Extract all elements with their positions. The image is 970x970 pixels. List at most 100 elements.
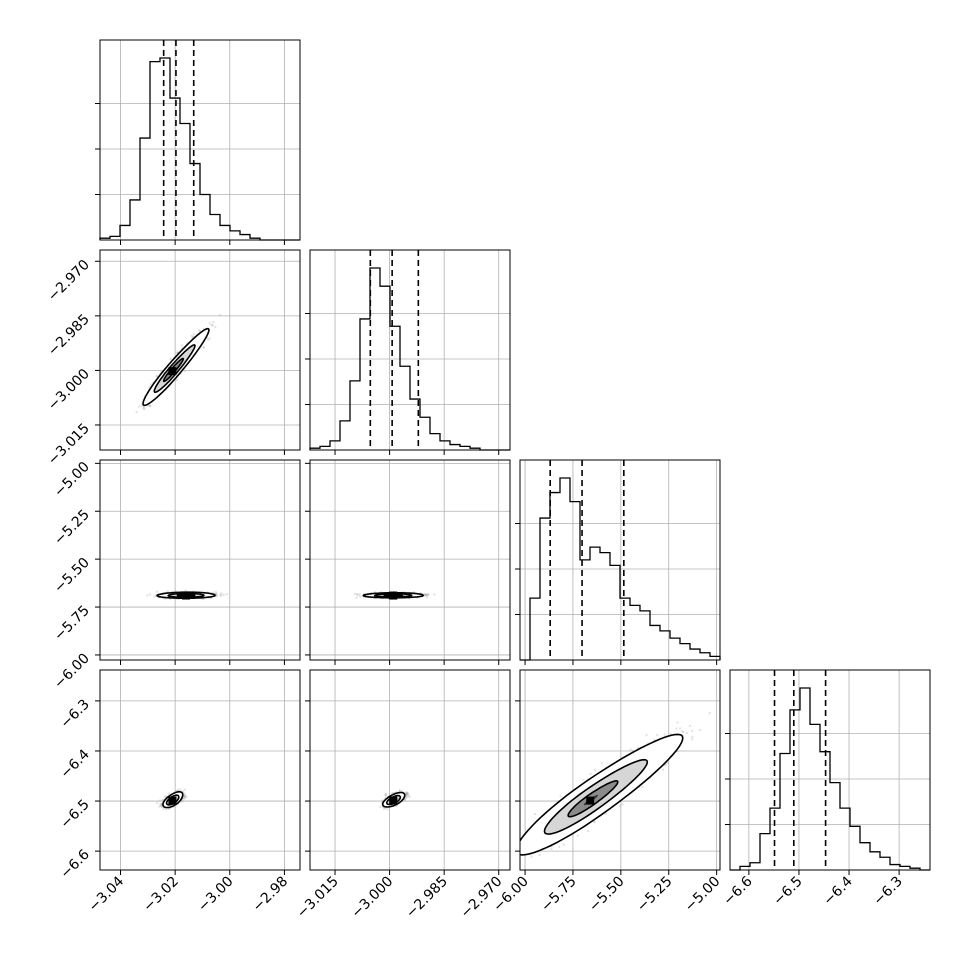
scatter-point — [180, 344, 183, 347]
scatter-point — [175, 378, 179, 382]
panel-background — [520, 460, 720, 660]
panel-background — [310, 250, 510, 450]
scatter-point — [183, 797, 186, 800]
scatter-point — [142, 406, 145, 410]
scatter-panel-1-2 — [99, 249, 301, 451]
scatter-point — [225, 593, 229, 596]
scatter-panel-2-3 — [309, 459, 511, 661]
scatter-point — [181, 800, 184, 803]
scatter-point — [210, 323, 214, 327]
scatter-point — [179, 788, 182, 791]
scatter-point — [220, 592, 223, 595]
scatter-point — [215, 594, 219, 597]
scatter-point — [148, 404, 152, 408]
histogram-bars — [99, 57, 300, 241]
scatter-point — [355, 593, 359, 596]
scatter-point — [358, 595, 362, 598]
histogram-panel-4 — [725, 669, 931, 871]
scatter-point — [135, 410, 138, 414]
histogram-panel-1 — [95, 39, 301, 241]
scatter-point — [355, 596, 358, 599]
histogram-bars — [309, 267, 510, 451]
panel-background — [100, 460, 300, 660]
panel-content — [156, 788, 188, 811]
density-contour — [142, 327, 210, 407]
scatter-point — [424, 593, 428, 596]
scatter-point — [155, 374, 158, 378]
scatter-point — [183, 788, 186, 791]
scatter-point — [190, 334, 193, 338]
panel-frame — [729, 669, 931, 871]
scatter-point — [185, 795, 188, 798]
density-peak — [389, 591, 398, 600]
scatter-point — [183, 793, 186, 797]
panel-frame — [99, 459, 301, 661]
scatter-point — [149, 404, 152, 408]
density-contour — [153, 344, 196, 393]
panel-content — [135, 313, 222, 414]
scatter-point — [212, 321, 215, 324]
scatter-point — [146, 594, 149, 597]
scatter-point — [433, 593, 436, 596]
scatter-point — [202, 347, 205, 350]
scatter-point — [424, 593, 428, 596]
panel-frame — [99, 249, 301, 451]
scatter-point — [427, 593, 430, 597]
scatter-point — [184, 795, 187, 798]
scatter-point — [159, 802, 162, 806]
scatter-point — [183, 792, 186, 795]
scatter-point — [167, 792, 171, 795]
scatter-point — [219, 593, 223, 596]
scatter-point — [356, 593, 359, 596]
scatter-point — [211, 324, 214, 327]
panel-frame — [99, 39, 301, 241]
panel-content — [353, 590, 436, 600]
scatter-point — [169, 357, 172, 361]
density-peak — [168, 367, 177, 376]
histogram-panel-2 — [305, 249, 511, 451]
scatter-point — [184, 589, 187, 592]
scatter-point — [427, 592, 430, 596]
scatter-point — [358, 593, 361, 596]
scatter-point — [215, 592, 218, 595]
scatter-point — [202, 345, 205, 349]
scatter-panel-1-3 — [99, 459, 301, 661]
scatter-point — [423, 593, 427, 596]
scatter-point — [208, 322, 212, 325]
scatter-point — [425, 594, 428, 597]
scatter-point — [153, 595, 156, 598]
scatter-point — [156, 590, 159, 593]
scatter-point — [149, 383, 152, 386]
scatter-point — [159, 803, 162, 807]
scatter-point — [424, 593, 427, 597]
scatter-panel-1-4 — [99, 669, 301, 871]
scatter-point — [156, 801, 159, 805]
scatter-point — [214, 590, 217, 594]
panel-background — [100, 670, 300, 870]
panel-frame — [519, 459, 721, 661]
scatter-point — [202, 597, 205, 601]
scatter-point — [158, 805, 161, 808]
scatter-point — [142, 406, 146, 409]
density-contour — [162, 357, 185, 383]
scatter-point — [219, 313, 222, 317]
scatter-point — [219, 594, 222, 597]
histogram-panel-3 — [515, 459, 721, 661]
histogram-bars — [730, 687, 930, 871]
histogram-bars — [520, 477, 721, 661]
panel-background — [310, 460, 510, 660]
scatter-point — [148, 593, 152, 596]
scatter-point — [175, 351, 178, 354]
panel-content — [146, 589, 229, 601]
scatter-point — [214, 325, 217, 329]
scatter-point — [222, 593, 225, 597]
scatter-point — [147, 404, 150, 407]
scatter-point — [353, 592, 357, 596]
scatter-point — [140, 403, 143, 406]
panel-background — [100, 40, 300, 240]
scatter-point — [197, 328, 201, 332]
scatter-point — [158, 799, 162, 802]
scatter-point — [166, 590, 169, 593]
scatter-point — [192, 333, 195, 336]
